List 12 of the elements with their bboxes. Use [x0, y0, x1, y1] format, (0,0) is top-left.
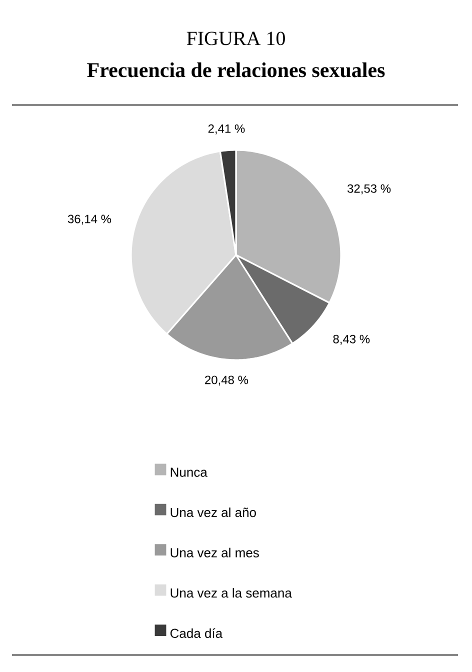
data-label: 20,48 % — [205, 376, 248, 386]
legend-label: Una vez a la semana — [170, 588, 292, 598]
chart-subtitle: Frecuencia de relaciones sexuales — [87, 62, 385, 78]
data-label: 2,41 % — [208, 124, 245, 134]
legend-label: Una vez al mes — [170, 548, 259, 558]
legend-label: Cada día — [170, 628, 223, 638]
legend-label: Una vez al año — [170, 508, 256, 518]
data-label: 8,43 % — [333, 334, 370, 345]
legend-label: Nunca — [170, 468, 208, 477]
data-label: 32,53 % — [347, 184, 391, 194]
data-label: 36,14 % — [68, 214, 112, 225]
chart-title: FIGURA 10 — [186, 32, 285, 46]
